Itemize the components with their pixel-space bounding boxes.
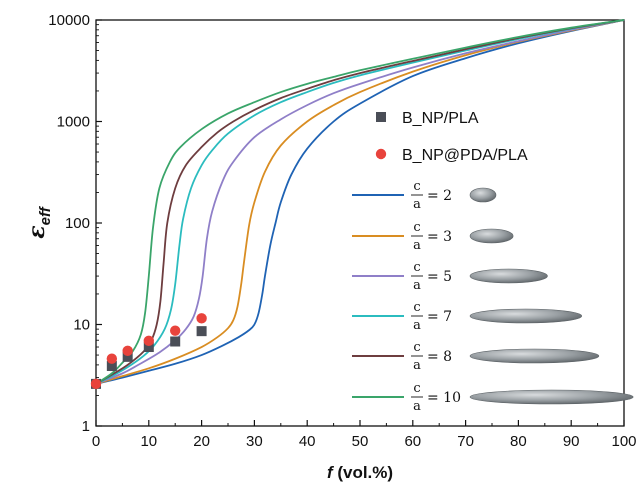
y-tick-label: 10000 — [48, 12, 90, 29]
point-b-np-pda-pla — [143, 335, 154, 347]
point-b-np-pla — [196, 326, 207, 337]
point-b-np-pda-pla — [90, 378, 102, 390]
point-b-np-pla — [170, 336, 181, 347]
x-tick-label: 60 — [404, 433, 421, 450]
y-tick-label: 100 — [65, 215, 90, 232]
x-axis-title-rest: (vol.%) — [333, 463, 393, 482]
y-axis-title: εeff — [24, 205, 54, 238]
curve-aspect-3 — [95, 19, 625, 385]
x-tick-label: 100 — [611, 433, 636, 450]
legend-ellipsoid-icon — [469, 187, 497, 203]
y-tick-label: 1000 — [57, 114, 90, 131]
y-axis-title-sub: eff — [37, 205, 54, 225]
legend-label-scatter: B_NP@PDA/PLA — [402, 147, 528, 164]
y-tick-label: 1 — [82, 418, 90, 435]
x-axis-title-italic: f — [327, 463, 335, 482]
legend-frac-value: = 8 — [427, 349, 452, 365]
legend-frac-numerator: c — [413, 340, 420, 355]
x-axis: 0 10 20 30 40 50 60 70 80 90 100 — [92, 420, 637, 450]
plot-frame — [95, 19, 625, 427]
measured-points — [90, 313, 207, 390]
x-tick-label: 20 — [193, 433, 210, 450]
x-tick-label: 30 — [246, 433, 263, 450]
legend-ellipsoid-icon — [469, 268, 548, 284]
legend-frac-numerator: c — [413, 260, 420, 275]
legend-frac-value: = 5 — [427, 269, 452, 285]
legend-frac-denominator: a — [413, 318, 421, 333]
y-tick-label: 10 — [73, 317, 90, 334]
point-b-np-pla — [122, 351, 133, 362]
legend-frac-value: = 7 — [427, 309, 452, 325]
x-tick-label: 70 — [457, 433, 474, 450]
legend-frac-numerator: c — [413, 179, 420, 194]
y-axis-title-main: ε — [24, 225, 50, 238]
legend-marker-circle — [375, 148, 387, 160]
legend-label-scatter: B_NP/PLA — [402, 110, 479, 127]
curve-aspect-2 — [95, 19, 625, 385]
x-tick-label: 10 — [140, 433, 157, 450]
point-b-np-pda-pla — [170, 325, 181, 336]
legend-ellipsoid-icon — [469, 308, 583, 324]
legend-frac-denominator: a — [413, 399, 421, 414]
point-b-np-pla — [143, 342, 154, 353]
legend-frac-value: = 10 — [427, 390, 461, 406]
x-tick-label: 40 — [299, 433, 316, 450]
point-b-np-pda-pla — [106, 353, 118, 364]
legend-frac-denominator: a — [413, 197, 421, 212]
point-b-np-pda-pla — [196, 313, 207, 324]
x-tick-label: 90 — [563, 433, 580, 450]
x-tick-label: 80 — [510, 433, 527, 450]
legend-marker-square — [376, 112, 386, 122]
legend-frac-numerator: c — [413, 381, 420, 396]
x-axis-title: f (vol.%) — [327, 463, 393, 482]
legend-ellipsoid-icon — [469, 228, 514, 244]
point-b-np-pda-pla — [122, 345, 133, 357]
legend-frac-value: = 3 — [427, 229, 452, 245]
legend-frac-numerator: c — [413, 220, 420, 235]
legend-frac-value: = 2 — [427, 188, 452, 204]
legend-ellipsoid-icon — [469, 348, 600, 364]
legend-frac-denominator: a — [413, 238, 421, 253]
legend-ellipsoid-icon — [469, 389, 634, 405]
curve-aspect-10 — [95, 19, 625, 385]
legend-frac-denominator: a — [413, 278, 421, 293]
x-tick-label: 0 — [92, 433, 100, 450]
point-b-np-pla — [106, 361, 117, 372]
y-axis: 1 10 100 1000 10000 — [48, 12, 102, 435]
legend-frac-denominator: a — [413, 358, 421, 373]
legend-frac-numerator: c — [413, 300, 420, 315]
x-tick-label: 50 — [352, 433, 369, 450]
